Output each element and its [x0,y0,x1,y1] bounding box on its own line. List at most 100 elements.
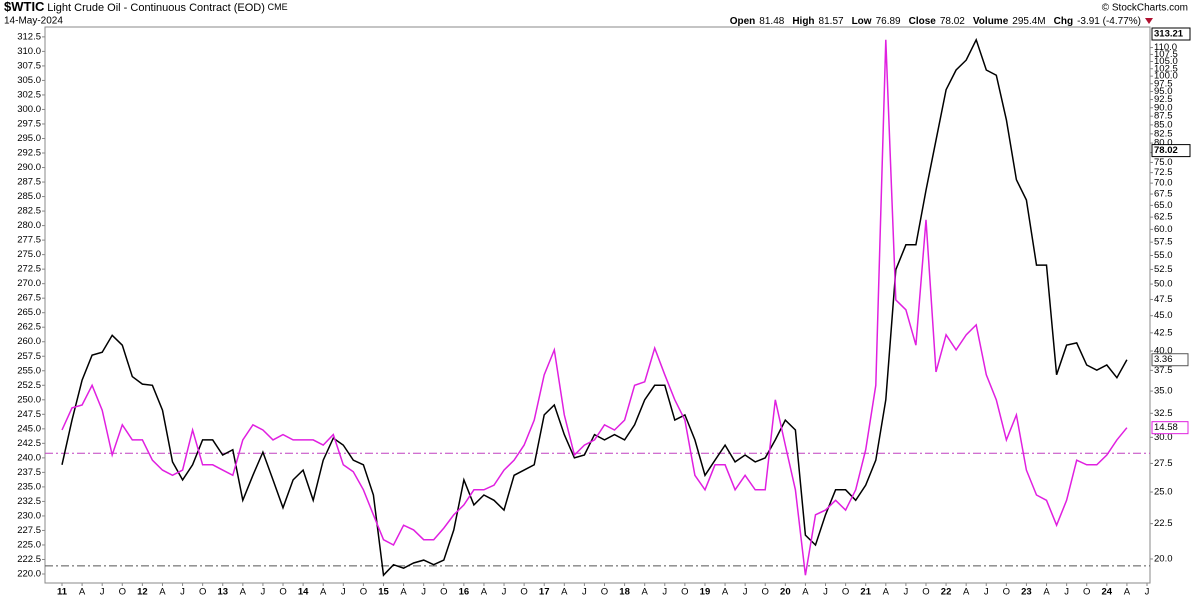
x-tick-label: A [642,587,649,598]
y-tick-label: 250.0 [17,394,41,405]
x-tick-label: 19 [700,587,711,598]
chart-header: $WTIC Light Crude Oil - Continuous Contr… [4,0,288,14]
series-line [61,37,1128,577]
y-tick-label: 240.0 [17,452,41,463]
y-tick-label: 307.5 [17,60,41,71]
plot-frame [44,26,1151,584]
x-tick-label: A [400,587,407,598]
x-tick-label: J [180,587,185,598]
x-tick-label: O [520,587,527,598]
series-line [61,39,1128,576]
y-tick-label: 285.0 [17,191,41,202]
quote-label: Chg [1054,16,1073,27]
x-tick-label: J [582,587,587,598]
x-tick-label: J [743,587,748,598]
y-tick-label: 225.0 [17,539,41,550]
x-tick-label: O [601,587,608,598]
y-tick-label: 295.0 [17,133,41,144]
y-tick-label: 237.5 [17,467,41,478]
x-tick-label: 17 [539,587,550,598]
y-tick-label: 230.0 [17,510,41,521]
x-tick-label: O [279,587,286,598]
symbol: $WTIC [4,0,45,14]
y2-tick-label: 85.0 [1154,119,1173,130]
end-label: 3.36 [1154,354,1173,365]
y-tick-label: 257.5 [17,351,41,362]
x-tick-label: J [662,587,667,598]
price-marker-box [1151,144,1191,158]
x-tick-label: 15 [378,587,389,598]
x-tick-label: 14 [298,587,309,598]
x-tick-label: O [762,587,769,598]
x-tick-label: 21 [860,587,871,598]
y2-tick-label: 92.5 [1154,94,1173,105]
y2-tick-label: 25.0 [1154,487,1173,498]
y-tick-label: 220.0 [17,569,41,580]
y-tick-label: 277.5 [17,235,41,246]
x-tick-label: O [199,587,206,598]
quote-label: Close [909,16,937,27]
end-label-box [1151,353,1189,367]
y-tick-label: 280.0 [17,220,41,231]
y-tick-label: 252.5 [17,380,41,391]
y-tick-label: 262.5 [17,322,41,333]
y2-tick-label: 95.0 [1154,86,1173,97]
y2-tick-label: 62.5 [1154,212,1173,223]
x-tick-label: O [681,587,688,598]
y-tick-label: 275.0 [17,249,41,260]
x-tick-label: A [722,587,729,598]
x-tick-label: A [240,587,247,598]
x-tick-label: O [360,587,367,598]
y2-tick-label: 60.0 [1154,224,1173,235]
y2-tick-label: 47.5 [1154,294,1173,305]
exchange: CME [268,2,288,12]
y2-tick-label: 42.5 [1154,327,1173,338]
watermark: © StockCharts.com [1102,3,1188,14]
y2-tick-label: 67.5 [1154,189,1173,200]
y2-tick-label: 40.0 [1154,346,1173,357]
quote: Open 81.48 High 81.57 Low 76.89 Close 78.02 Volu… [730,16,1141,27]
x-tick-label: J [984,587,989,598]
y-tick-label: 312.5 [17,31,41,42]
y2-tick-label: 30.0 [1154,432,1173,443]
y2-tick-label: 90.0 [1154,102,1173,113]
y-tick-label: 260.0 [17,336,41,347]
x-tick-label: J [904,587,909,598]
y2-tick-label: 32.5 [1154,408,1173,419]
x-tick-label: 23 [1021,587,1032,598]
y-tick-label: 287.5 [17,177,41,188]
x-tick-label: J [421,587,426,598]
quote-label: Low [852,16,872,27]
y2-tick-label: 50.0 [1154,279,1173,290]
y-tick-label: 302.5 [17,89,41,100]
x-tick-label: 22 [941,587,952,598]
y-tick-label: 282.5 [17,206,41,217]
x-tick-label: 11 [57,587,68,598]
y2-tick-label: 20.0 [1154,553,1173,564]
x-tick-label: J [341,587,346,598]
x-tick-label: J [502,587,507,598]
x-tick-label: J [1064,587,1069,598]
y2-tick-label: 35.0 [1154,386,1173,397]
change-arrow [1145,18,1153,24]
y2-tick-label: 45.0 [1154,310,1173,321]
y2-tick-label: 107.5 [1154,49,1178,60]
y-tick-label: 247.5 [17,409,41,420]
quote-value: 81.48 [759,16,784,27]
x-tick-label: O [440,587,447,598]
y-tick-label: 242.5 [17,438,41,449]
quote-label: Open [730,16,756,27]
x-tick-label: A [1124,587,1131,598]
end-label: 14.58 [1154,422,1178,433]
end-label-box [1151,421,1189,435]
title: Light Crude Oil - Continuous Contract (E… [47,2,265,14]
y2-tick-label: 105.0 [1154,56,1178,67]
quote-value: -3.91 (-4.77%) [1077,16,1141,27]
y-tick-label: 235.0 [17,481,41,492]
quote-value: 295.4M [1012,16,1045,27]
x-tick-label: O [922,587,929,598]
x-tick-label: A [320,587,327,598]
y-tick-label: 232.5 [17,496,41,507]
price-marker: 313.21 [1154,29,1184,40]
